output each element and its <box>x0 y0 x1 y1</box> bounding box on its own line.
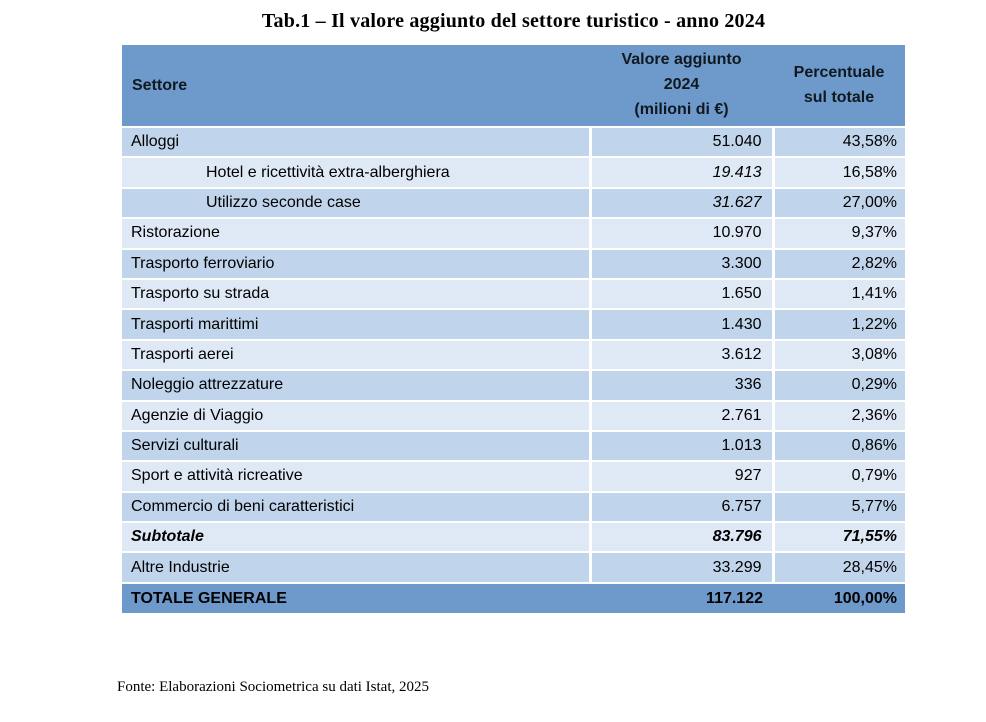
value-cell: 1.430 <box>590 308 775 340</box>
percent-cell: 28,45% <box>773 551 905 583</box>
row-agenzie-di-viaggio: Agenzie di Viaggio 2.761 2,36% <box>122 399 905 431</box>
percent-cell: 3,08% <box>773 338 905 371</box>
percent-cell: 0,29% <box>773 369 905 401</box>
header-row: Settore Valore aggiunto 2024 (milioni di… <box>122 45 905 127</box>
row-trasporto-su-strada: Trasporto su strada 1.650 1,41% <box>122 277 905 310</box>
percent-cell: 1,22% <box>773 308 905 340</box>
col-header-percentuale: Percentuale sul totale <box>773 45 905 127</box>
percent-cell: 2,36% <box>773 399 905 431</box>
sector-cell: Utilizzo seconde case <box>122 186 592 219</box>
value-cell: 336 <box>590 369 775 401</box>
row-commercio-beni-caratteristici: Commercio di beni caratteristici 6.757 5… <box>122 490 905 523</box>
source-note: Fonte: Elaborazioni Sociometrica su dati… <box>117 679 430 695</box>
row-subtotale: Subtotale 83.796 71,55% <box>122 521 905 553</box>
col-header-valore-aggiunto: Valore aggiunto 2024 (milioni di €) <box>590 45 773 127</box>
sector-cell: Trasporti marittimi <box>122 308 592 340</box>
value-cell: 33.299 <box>590 551 775 583</box>
value-cell: 83.796 <box>590 521 775 553</box>
value-cell: 3.300 <box>590 247 775 279</box>
sector-cell: Agenzie di Viaggio <box>122 399 592 431</box>
value-cell: 1.650 <box>590 277 775 310</box>
value-cell: 19.413 <box>590 156 775 188</box>
percent-cell: 71,55% <box>773 521 905 553</box>
value-cell: 51.040 <box>590 125 775 158</box>
row-trasporti-aerei: Trasporti aerei 3.612 3,08% <box>122 338 905 371</box>
value-cell: 1.013 <box>590 429 775 462</box>
row-utilizzo-seconde-case: Utilizzo seconde case 31.627 27,00% <box>122 186 905 219</box>
percent-cell: 100,00% <box>773 581 905 614</box>
value-cell: 31.627 <box>590 186 775 219</box>
sector-cell: Subtotale <box>122 521 592 553</box>
table-title: Tab.1 – Il valore aggiunto del settore t… <box>261 10 766 32</box>
sector-cell: Servizi culturali <box>122 429 592 462</box>
sector-cell: Ristorazione <box>122 217 592 249</box>
sector-cell: Trasporto ferroviario <box>122 247 592 279</box>
value-cell: 927 <box>590 460 775 492</box>
percent-cell: 9,37% <box>773 217 905 249</box>
percent-cell: 27,00% <box>773 186 905 219</box>
row-servizi-culturali: Servizi culturali 1.013 0,86% <box>122 429 905 462</box>
sector-cell: Commercio di beni caratteristici <box>122 490 592 523</box>
percent-cell: 2,82% <box>773 247 905 279</box>
sector-cell: Noleggio attrezzature <box>122 369 592 401</box>
row-altre-industrie: Altre Industrie 33.299 28,45% <box>122 551 905 583</box>
value-cell: 3.612 <box>590 338 775 371</box>
row-noleggio-attrezzature: Noleggio attrezzature 336 0,29% <box>122 369 905 401</box>
row-hotel-ricettivita: Hotel e ricettività extra-alberghiera 19… <box>122 156 905 188</box>
row-trasporto-ferroviario: Trasporto ferroviario 3.300 2,82% <box>122 247 905 279</box>
sector-cell: Sport e attività ricreative <box>122 460 592 492</box>
value-cell: 2.761 <box>590 399 775 431</box>
percent-cell: 16,58% <box>773 156 905 188</box>
sector-cell: Altre Industrie <box>122 551 592 583</box>
row-alloggi: Alloggi 51.040 43,58% <box>122 125 905 158</box>
row-trasporti-marittimi: Trasporti marittimi 1.430 1,22% <box>122 308 905 340</box>
row-sport-attivita-ricreative: Sport e attività ricreative 927 0,79% <box>122 460 905 492</box>
value-cell: 117.122 <box>590 581 773 614</box>
percent-cell: 43,58% <box>773 125 905 158</box>
percent-cell: 1,41% <box>773 277 905 310</box>
sector-cell: Trasporto su strada <box>122 277 592 310</box>
row-totale-generale: TOTALE GENERALE 117.122 100,00% <box>122 581 905 614</box>
data-table: Settore Valore aggiunto 2024 (milioni di… <box>122 45 905 614</box>
percent-cell: 5,77% <box>773 490 905 523</box>
percent-cell: 0,86% <box>773 429 905 462</box>
sector-cell: Trasporti aerei <box>122 338 592 371</box>
percent-cell: 0,79% <box>773 460 905 492</box>
row-ristorazione: Ristorazione 10.970 9,37% <box>122 217 905 249</box>
sector-cell: Alloggi <box>122 125 592 158</box>
col-header-settore: Settore <box>122 45 590 127</box>
sector-cell: TOTALE GENERALE <box>122 581 590 614</box>
sector-cell: Hotel e ricettività extra-alberghiera <box>122 156 592 188</box>
value-cell: 6.757 <box>590 490 775 523</box>
value-cell: 10.970 <box>590 217 775 249</box>
